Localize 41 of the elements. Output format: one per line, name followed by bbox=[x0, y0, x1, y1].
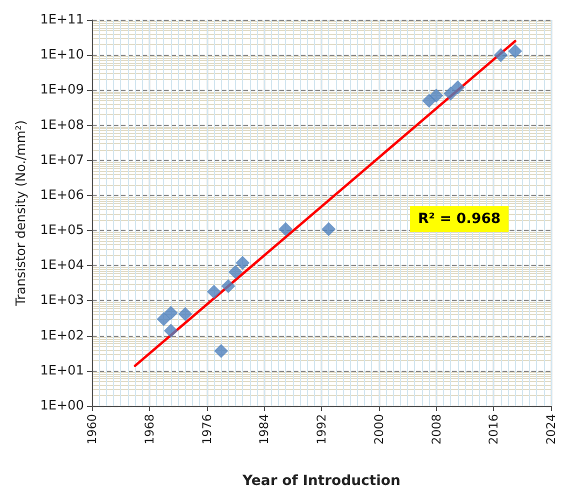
y-tick-label: 1E+11 bbox=[40, 12, 84, 28]
x-tick-label: 1968 bbox=[142, 414, 156, 445]
x-tick-label: 2000 bbox=[372, 414, 386, 445]
point bbox=[156, 312, 171, 326]
point bbox=[221, 279, 236, 294]
y-axis-title: Transistor density (No./mm²) bbox=[14, 120, 29, 307]
point bbox=[429, 88, 444, 103]
point bbox=[508, 44, 522, 58]
x-tick-label: 1984 bbox=[257, 414, 272, 445]
point bbox=[236, 256, 250, 270]
x-tick-label: 1976 bbox=[200, 414, 214, 445]
y-tick-label: 1E+03 bbox=[40, 293, 84, 308]
point bbox=[178, 306, 192, 321]
point bbox=[228, 264, 242, 279]
point bbox=[214, 344, 228, 358]
point bbox=[278, 222, 293, 236]
annotation: R² = 0.968 bbox=[418, 211, 501, 227]
x-tick-label: 1960 bbox=[85, 414, 99, 445]
point bbox=[206, 284, 221, 299]
x-tick-label: 2008 bbox=[429, 414, 444, 445]
y-tick-label: 1E+00 bbox=[40, 398, 84, 414]
point bbox=[450, 80, 465, 94]
x-axis-title: Year of Introduction bbox=[242, 473, 400, 489]
y-tick-label: 1E+10 bbox=[40, 48, 84, 63]
y-tick-label: 1E+01 bbox=[40, 363, 84, 378]
y-tick-label: 1E+04 bbox=[40, 258, 84, 274]
point bbox=[444, 86, 458, 101]
y-tick-label: 1E+07 bbox=[40, 152, 84, 168]
point bbox=[164, 306, 178, 320]
y-tick-label: 1E+06 bbox=[40, 188, 84, 203]
point bbox=[164, 324, 178, 338]
y-tick-label: 1E+08 bbox=[40, 118, 84, 133]
point bbox=[422, 94, 436, 108]
y-tick-label: 1E+09 bbox=[40, 82, 84, 98]
x-tick-label: 2024 bbox=[544, 414, 558, 445]
point bbox=[494, 48, 508, 62]
y-tick-label: 1E+02 bbox=[40, 328, 84, 344]
y-tick-label: 1E+05 bbox=[40, 223, 84, 238]
x-tick-label: 1992 bbox=[314, 414, 328, 445]
point bbox=[322, 222, 336, 236]
x-tick-label: 2016 bbox=[486, 414, 501, 445]
